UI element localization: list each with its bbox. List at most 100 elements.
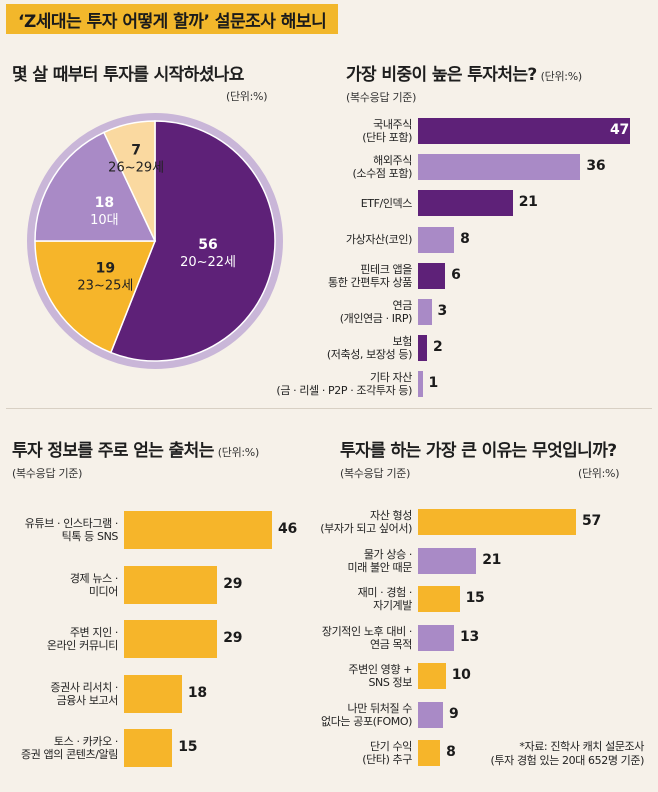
info-source-title-text: 투자 정보를 주로 얻는 출처는 — [12, 441, 214, 461]
bar-value: 21 — [518, 194, 538, 211]
bar — [418, 190, 513, 217]
bar — [418, 371, 423, 398]
bar — [418, 624, 455, 651]
bar — [418, 118, 630, 144]
bar-label: 증권사 리서치 · 금융사 보고서 — [50, 681, 118, 707]
bar-label-line: 미디어 — [88, 584, 119, 598]
bar — [418, 154, 581, 181]
investment-target-unit: (단위:%) — [540, 70, 582, 83]
source-line-2: (투자 경험 있는 20대 652명 기준) — [490, 754, 645, 767]
bar-value: 8 — [460, 230, 470, 247]
bar-label: 가상자산(코인) — [345, 233, 413, 247]
bar-label-line: (금 · 리셀 · P2P · 조각투자 등) — [276, 384, 412, 398]
bar-value: 36 — [586, 158, 606, 175]
bar-value: 8 — [446, 744, 456, 760]
bar-label: 국내주식 (단타 포함) — [362, 118, 412, 144]
pie-slice — [102, 120, 156, 242]
bar-label-line: 주변인 영향 + — [348, 663, 412, 676]
source-note: *자료: 진학사 캐치 설문조사 (투자 경험 있는 20대 652명 기준) — [490, 740, 645, 768]
bar-label-line: (개인연금 · IRP) — [339, 312, 413, 325]
bar-label-line: 기타 자산 — [370, 371, 412, 385]
bar-label: 재미 · 경험 · 자기계발 — [357, 586, 413, 612]
bar-label-line: (소수점 포함) — [352, 167, 413, 181]
bar-label-line: (부자가 되고 싶어서) — [320, 522, 412, 535]
divider — [6, 408, 652, 409]
bar-label-line: (단타) 추구 — [362, 753, 412, 766]
bar-label-line: 연금 목적 — [370, 637, 412, 651]
bar — [418, 547, 477, 574]
source-line-1: *자료: 진학사 캐치 설문조사 — [519, 740, 644, 753]
investment-target-note: (복수응답 기준) — [346, 91, 417, 104]
bar-label-line: 해외주식 — [373, 154, 412, 168]
bar-value: 15 — [465, 590, 485, 606]
bar-label: 나만 뒤처질 수 없다는 공포(FOMO) — [321, 702, 412, 728]
bar-label: 토스 · 카카오 · 증권 앱의 콘텐츠/알림 — [21, 735, 118, 761]
bar-value: 57 — [582, 513, 601, 529]
bar — [124, 729, 173, 767]
bar-label-line: SNS 정보 — [368, 676, 412, 689]
pie-slice — [109, 120, 276, 362]
bar-label-line: 통한 간편투자 상품 — [328, 275, 412, 289]
bar — [124, 620, 218, 658]
bar-label-line: 자산 형성 — [370, 509, 412, 522]
bar — [418, 740, 441, 766]
bar-label-line: 틱톡 등 SNS — [61, 530, 119, 543]
pie-slice-label: 20~22세 — [180, 255, 236, 270]
bar-value: 15 — [178, 739, 198, 755]
bar-label-line: ETF/인덱스 — [360, 196, 413, 210]
bar-label-line: 핀테크 앱을 — [360, 262, 412, 276]
bar-label: ETF/인덱스 — [360, 196, 413, 210]
bar — [124, 511, 272, 549]
bar — [418, 299, 432, 325]
bar — [124, 674, 182, 713]
pie-slice-value: 7 — [131, 143, 141, 159]
bar — [124, 565, 218, 604]
bar — [418, 262, 446, 289]
bar-value: 29 — [223, 630, 243, 646]
pie-unit: (단위:%) — [226, 90, 268, 103]
bar-label: 장기적인 노후 대비 · 연금 목적 — [321, 624, 413, 651]
bar-label-line: 단기 수익 — [370, 740, 412, 753]
pie-title: 몇 살 때부터 투자를 시작하셨나요 — [12, 65, 244, 85]
pie-slice-label: 10대 — [90, 213, 119, 228]
bar-value: 2 — [433, 339, 443, 356]
bar-label-line: 금융사 보고서 — [56, 693, 119, 707]
bar-value: 1 — [428, 375, 439, 392]
bar-value: 46 — [278, 521, 297, 537]
bar-label: 기타 자산 (금 · 리셀 · P2P · 조각투자 등) — [276, 371, 412, 397]
bar-value: 3 — [437, 303, 448, 319]
investment-target-title: 가장 비중이 높은 투자처는? (단위:%) — [346, 60, 582, 85]
pie-slice-label: 26~29세 — [108, 161, 164, 176]
pie-slice — [34, 240, 157, 354]
bar-label-line: 경제 뉴스 · — [69, 571, 119, 585]
bar-label: 핀테크 앱을 통한 간편투자 상품 — [328, 263, 412, 289]
bar-label: 보험 (저축성, 보장성 등) — [326, 335, 413, 362]
banner-title: ‘Z세대는 투자 어떻게 할까’ 설문조사 해보니 — [6, 4, 339, 34]
pie-slice-value: 19 — [96, 261, 115, 277]
info-source-title: 투자 정보를 주로 얻는 출처는 (단위:%) — [12, 436, 259, 461]
pie-slice — [34, 131, 157, 242]
bar-label: 유튜브 · 인스타그램 · 틱톡 등 SNS — [25, 517, 119, 543]
bar-label-line: 없다는 공포(FOMO) — [320, 714, 412, 728]
bar-label-line: 증권사 리서치 · — [50, 680, 118, 694]
bar-label-line: 장기적인 노후 대비 · — [321, 624, 413, 638]
bar-label-line: 국내주식 — [373, 118, 412, 131]
bar-label-line: 가상자산(코인) — [345, 233, 413, 247]
bar-label: 단기 수익 (단타) 추구 — [362, 740, 412, 766]
bar-label-line: 연금 — [392, 299, 413, 312]
pie-slice-value: 56 — [198, 237, 217, 253]
bar — [418, 226, 455, 253]
bar-label: 경제 뉴스 · 미디어 — [69, 571, 119, 598]
bar-label-line: 미래 불안 때문 — [347, 560, 412, 574]
bar-label: 주변인 영향 + SNS 정보 — [348, 663, 412, 689]
info-source-unit: (단위:%) — [217, 446, 259, 459]
bar-label-line: (저축성, 보장성 등) — [326, 348, 413, 362]
bar-value: 29 — [223, 575, 243, 592]
reason-title: 투자를 하는 가장 큰 이유는 무엇입니까? — [340, 441, 617, 461]
bar-label-line: 온라인 커뮤니티 — [46, 639, 119, 652]
bar-label-line: 토스 · 카카오 · — [53, 735, 118, 748]
pie-outer-ring — [27, 113, 283, 369]
bar-label-line: 재미 · 경험 · — [357, 586, 413, 599]
bar — [418, 586, 460, 612]
bar — [418, 701, 443, 728]
